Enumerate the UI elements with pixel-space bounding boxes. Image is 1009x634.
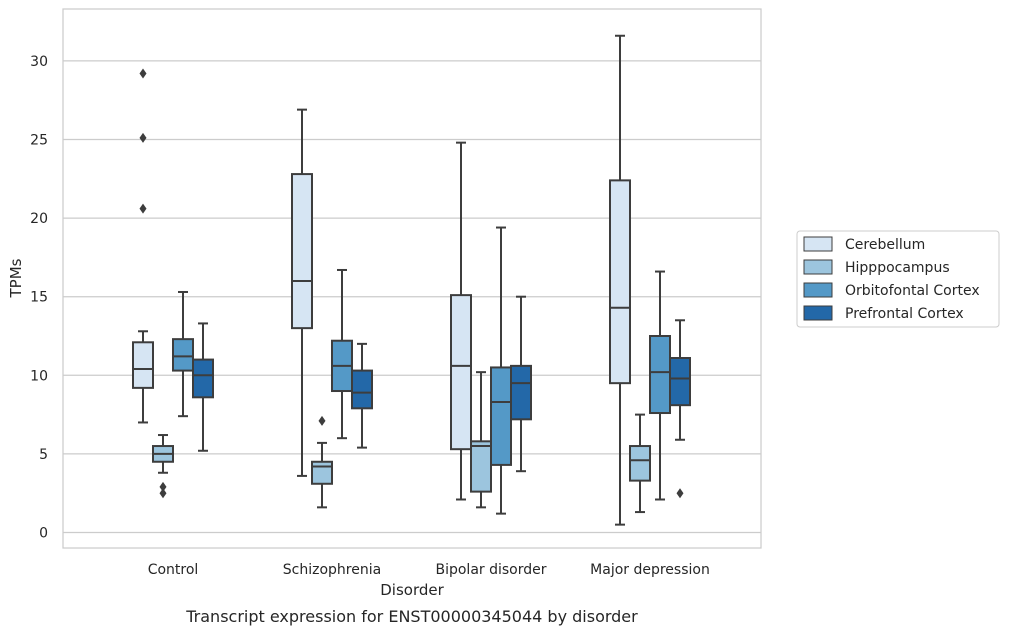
box-body xyxy=(172,338,194,372)
box-body xyxy=(450,294,472,451)
box-cerebellum-3 xyxy=(609,34,631,526)
legend-label: Prefrontal Cortex xyxy=(845,306,964,322)
grid-lines xyxy=(63,60,761,534)
box-body xyxy=(291,173,313,330)
box-groups xyxy=(132,34,691,526)
x-tick-label: Bipolar disorder xyxy=(435,562,546,578)
box-prefrontal-cortex-0 xyxy=(192,322,214,452)
y-tick-label: 0 xyxy=(39,526,48,542)
box-orbitofontal-cortex-3 xyxy=(649,270,671,501)
box-body xyxy=(470,440,492,493)
x-tick-label: Major depression xyxy=(590,562,710,578)
y-tick-label: 5 xyxy=(39,447,48,463)
box-prefrontal-cortex-3 xyxy=(669,319,691,499)
box-prefrontal-cortex-1 xyxy=(351,342,373,449)
legend-label: Cerebellum xyxy=(845,237,925,253)
y-tick-label: 10 xyxy=(30,368,48,384)
x-tick-label: Control xyxy=(148,562,199,578)
box-body xyxy=(132,341,154,389)
box-body xyxy=(649,335,671,415)
box-body xyxy=(311,460,333,485)
outlier-point xyxy=(159,481,167,492)
outlier-point xyxy=(139,203,147,214)
outlier-point xyxy=(159,488,167,499)
box-body xyxy=(669,357,691,407)
box-cerebellum-2 xyxy=(450,141,472,501)
box-body xyxy=(192,358,214,399)
box-hipppocampus-2 xyxy=(470,371,492,509)
box-body xyxy=(510,364,532,421)
box-orbitofontal-cortex-0 xyxy=(172,290,194,418)
y-axis-label: TPMs xyxy=(7,258,25,298)
legend-swatch xyxy=(803,236,833,252)
box-body xyxy=(351,369,373,410)
chart-caption: Transcript expression for ENST0000034504… xyxy=(185,607,638,626)
box-cerebellum-0 xyxy=(132,68,154,424)
x-axis-ticks: Control Schizophrenia Bipolar disorder Majo… xyxy=(148,562,710,578)
outlier-point xyxy=(139,68,147,79)
legend-swatch xyxy=(803,305,833,321)
box-prefrontal-cortex-2 xyxy=(510,295,532,473)
box-body xyxy=(490,366,512,466)
x-axis-label: Disorder xyxy=(380,581,444,599)
box-orbitofontal-cortex-1 xyxy=(331,268,353,440)
box-cerebellum-1 xyxy=(291,108,313,477)
y-axis-ticks: 0 5 10 15 20 25 30 xyxy=(30,54,48,542)
plot-frame xyxy=(62,8,762,549)
y-tick-label: 25 xyxy=(30,133,48,149)
y-tick-label: 20 xyxy=(30,211,48,227)
box-body xyxy=(629,445,651,482)
legend-swatch xyxy=(803,259,833,275)
outlier-point xyxy=(139,132,147,143)
y-tick-label: 15 xyxy=(30,290,48,306)
legend-label: Orbitofontal Cortex xyxy=(845,283,980,299)
outlier-point xyxy=(318,415,326,426)
box-hipppocampus-1 xyxy=(311,415,333,509)
x-tick-label: Schizophrenia xyxy=(283,562,381,578)
legend-frame xyxy=(796,230,1000,328)
box-hipppocampus-3 xyxy=(629,413,651,514)
y-tick-label: 30 xyxy=(30,54,48,70)
legend-label: Hipppocampus xyxy=(845,260,950,276)
box-body xyxy=(609,179,631,385)
legend-swatch xyxy=(803,282,833,298)
outlier-point xyxy=(676,488,684,499)
box-orbitofontal-cortex-2 xyxy=(490,226,512,515)
box-hipppocampus-0 xyxy=(152,434,174,499)
legend: Cerebellum Hipppocampus Orbitofontal Corte… xyxy=(796,230,1000,328)
